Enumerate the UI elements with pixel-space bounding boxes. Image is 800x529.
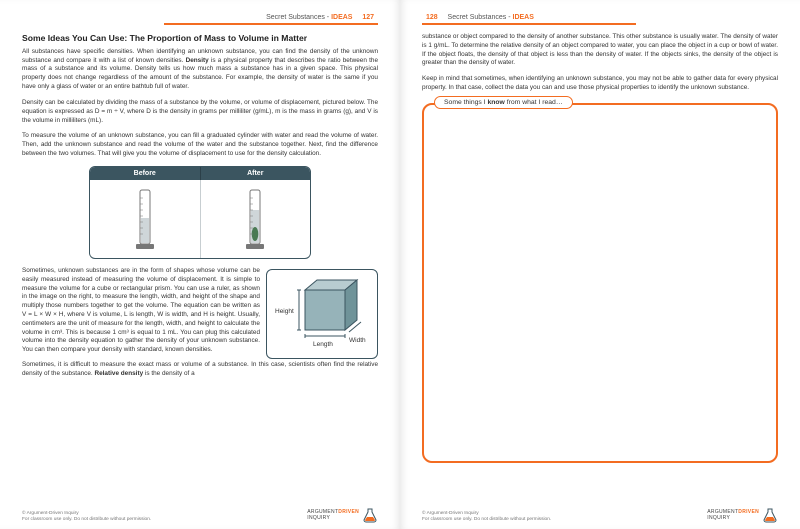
running-title-right: Secret Substances -: [448, 14, 513, 21]
brand-logo-right: ARGUMENTDRIVENINQUIRY: [707, 507, 778, 523]
cube-figure: Height Length Width: [266, 269, 378, 359]
before-label: Before: [90, 167, 201, 180]
accent-bar-left: [164, 23, 378, 25]
right-paragraph-2: Keep in mind that sometimes, when identi…: [422, 75, 778, 93]
running-section-right: IDEAS: [513, 14, 534, 21]
before-after-figure: Before After: [89, 166, 311, 259]
after-label: After: [201, 167, 311, 180]
cylinder-after-icon: [242, 188, 268, 252]
page-right: 128 Secret Substances - IDEAS substance …: [400, 0, 800, 529]
license: For classroom use only. Do not distribut…: [22, 517, 151, 523]
running-title: Secret Substances -: [266, 14, 331, 21]
before-after-header: Before After: [90, 167, 310, 180]
cube-height-label: Height: [275, 308, 294, 315]
brand-logo-left: ARGUMENTDRIVENINQUIRY: [307, 507, 378, 523]
footer-left: © Argument-Driven Inquiry For classroom …: [22, 507, 378, 523]
running-head-right: 128 Secret Substances - IDEAS: [422, 14, 778, 21]
notes-area: Some things I know from what I read…: [422, 103, 778, 463]
term-density: Density: [186, 57, 209, 64]
flask-icon: [762, 507, 778, 523]
accent-bar-right: [422, 23, 636, 25]
book-spread: Secret Substances - IDEAS 127 Some Ideas…: [0, 0, 800, 529]
notes-tab: Some things I know from what I read…: [434, 96, 573, 109]
before-cell: [90, 180, 201, 258]
paragraph-2: Density can be calculated by dividing th…: [22, 99, 378, 125]
paragraph-4-row: Height Length Width Sometimes, unknown s…: [22, 267, 378, 361]
page-number-left: 127: [362, 14, 374, 21]
after-cell: [201, 180, 311, 258]
running-head-left: Secret Substances - IDEAS 127: [22, 14, 378, 21]
paragraph-3: To measure the volume of an unknown subs…: [22, 132, 378, 158]
paragraph-5: Sometimes, it is difficult to measure th…: [22, 361, 378, 379]
term-relative-density: Relative density: [94, 370, 143, 377]
running-section: IDEAS: [331, 14, 352, 21]
cube-width-label: Width: [349, 337, 366, 344]
footer-right: © Argument-Driven Inquiry For classroom …: [422, 507, 778, 523]
paragraph-1: All substances have specific densities. …: [22, 48, 378, 92]
cube-icon: Height Length Width: [267, 270, 377, 358]
right-paragraph-1: substance or object compared to the dens…: [422, 33, 778, 68]
cylinder-before-icon: [132, 188, 158, 252]
page-left: Secret Substances - IDEAS 127 Some Ideas…: [0, 0, 400, 529]
flask-icon: [362, 507, 378, 523]
license-right: For classroom use only. Do not distribut…: [422, 517, 551, 523]
section-heading: Some Ideas You Can Use: The Proportion o…: [22, 33, 378, 44]
notes-box[interactable]: [422, 103, 778, 463]
page-number-right: 128: [426, 14, 438, 21]
cube-length-label: Length: [313, 341, 333, 348]
